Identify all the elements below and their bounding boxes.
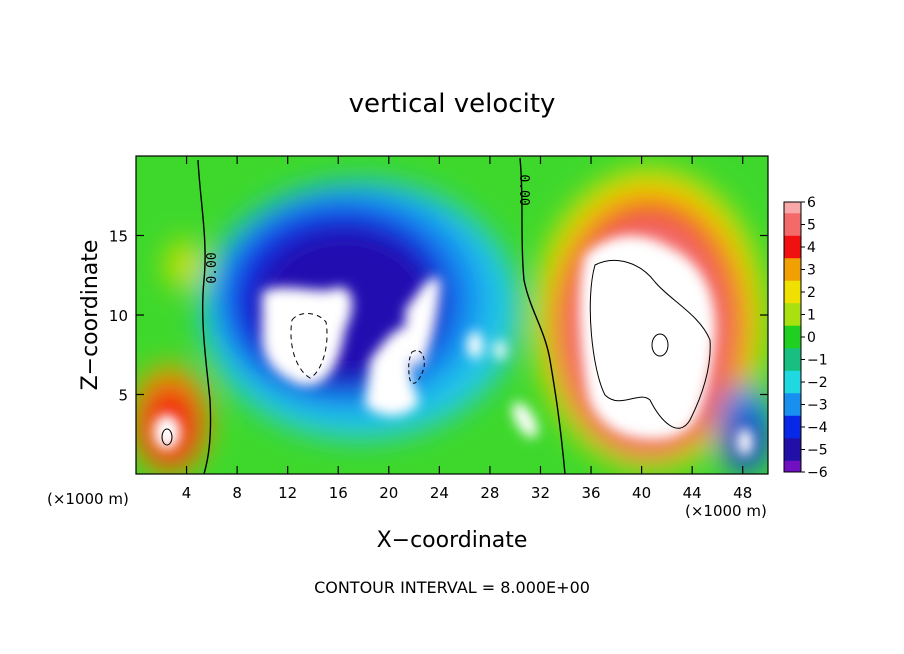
contour-label-right: 0.00 xyxy=(516,174,531,205)
colorbar-swatch xyxy=(784,213,801,237)
contour-interval-note: CONTOUR INTERVAL = 8.000E+00 xyxy=(314,578,590,597)
colorbar-swatch xyxy=(784,438,801,462)
colorbar-swatch xyxy=(784,325,801,349)
colorbar-tick-label: 3 xyxy=(807,263,816,279)
y-tick-label: 5 xyxy=(118,387,128,405)
x-tick-label: 32 xyxy=(531,484,550,502)
x-axis-label: X−coordinate xyxy=(377,528,528,553)
y-tick-label: 10 xyxy=(109,307,128,325)
x-tick-label: 40 xyxy=(632,484,651,502)
colorbar-tick-label: 1 xyxy=(807,308,816,324)
colorbar: 6 5 4 3 2 1 0 −1 −2 −3 −4 −5 −6 xyxy=(783,195,828,481)
x-tick-label: 44 xyxy=(683,484,702,502)
colorbar-swatch xyxy=(784,303,801,327)
x-tick-label: 48 xyxy=(733,484,752,502)
y-tick-label: 15 xyxy=(109,228,128,246)
x-tick-label: 4 xyxy=(182,484,192,502)
colorbar-tick-label: −3 xyxy=(807,398,828,414)
colorbar-tick-label: 4 xyxy=(807,240,816,256)
colorbar-swatch xyxy=(784,280,801,304)
x-tick-label: 28 xyxy=(480,484,499,502)
x-tick-label: 12 xyxy=(278,484,297,502)
x-tick-label: 24 xyxy=(430,484,449,502)
chart-title: vertical velocity xyxy=(349,89,556,119)
x-tick-label: 36 xyxy=(581,484,600,502)
x-unit-label-right: (×1000 m) xyxy=(685,502,767,520)
colorbar-tick-label: 6 xyxy=(807,195,816,211)
x-unit-label-left: (×1000 m) xyxy=(47,490,129,508)
colorbar-swatch xyxy=(784,460,801,473)
colorbar-tick-label: −6 xyxy=(807,465,828,481)
colorbar-swatch xyxy=(784,348,801,372)
colorbar-tick-label: 5 xyxy=(807,218,816,234)
colorbar-tick-label: −4 xyxy=(807,420,828,436)
colorbar-swatch xyxy=(784,370,801,394)
heatmap-field xyxy=(136,156,768,474)
x-tick-label: 16 xyxy=(329,484,348,502)
colorbar-tick-label: −2 xyxy=(807,375,828,391)
colorbar-swatch xyxy=(784,415,801,439)
colorbar-swatch xyxy=(784,202,801,214)
x-tick-label: 8 xyxy=(232,484,242,502)
colorbar-tick-label: −5 xyxy=(807,443,828,459)
colorbar-swatch xyxy=(784,258,801,282)
x-tick-label: 20 xyxy=(379,484,398,502)
x-axis: 4 8 12 16 20 24 28 32 36 40 44 48 xyxy=(182,156,752,502)
colorbar-swatch xyxy=(784,393,801,417)
y-axis-label: Z−coordinate xyxy=(78,240,103,391)
contour-label-left: 0.00 xyxy=(205,252,220,283)
colorbar-tick-label: 0 xyxy=(807,330,816,346)
colorbar-tick-label: −1 xyxy=(807,353,828,369)
colorbar-tick-label: 2 xyxy=(807,285,816,301)
y-axis: 5 10 15 xyxy=(109,228,768,405)
colorbar-swatch xyxy=(784,235,801,259)
